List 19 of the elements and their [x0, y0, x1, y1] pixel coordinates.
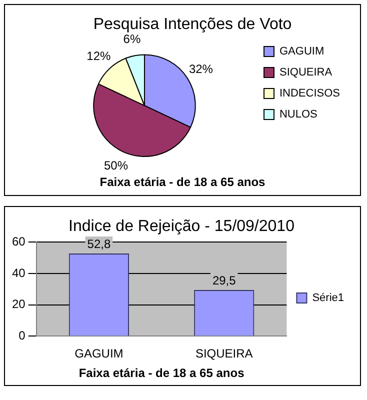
data-label: 29,5 [212, 273, 236, 288]
y-tick-label: 20 [12, 297, 26, 312]
y-tick-label: 40 [12, 266, 26, 280]
data-label: 6% [123, 32, 141, 46]
y-tick-label: 0 [18, 328, 26, 343]
x-axis-title: Faixa etária - de 18 a 65 anos [78, 366, 245, 380]
data-label: 50% [104, 158, 128, 172]
text: Faixa etária - de 18 a 65 anos [98, 174, 266, 191]
chart-title: Indice de Rejeição - 15/09/2010 [68, 218, 295, 236]
data-label: 12% [86, 49, 112, 64]
legend-label: NULOS [279, 108, 318, 121]
legend-label: SIQUEIRA [279, 66, 333, 79]
legend-label: INDECISOS [279, 88, 340, 100]
data-label: 52,8 [87, 236, 111, 251]
legend-label: Série1 [312, 292, 344, 304]
data-label: 32% [188, 62, 214, 76]
chart-title: Pesquisa Intenções de Voto [93, 16, 292, 34]
legend-label: GAGUIM [279, 46, 324, 58]
y-tick-label: 60 [12, 234, 26, 249]
